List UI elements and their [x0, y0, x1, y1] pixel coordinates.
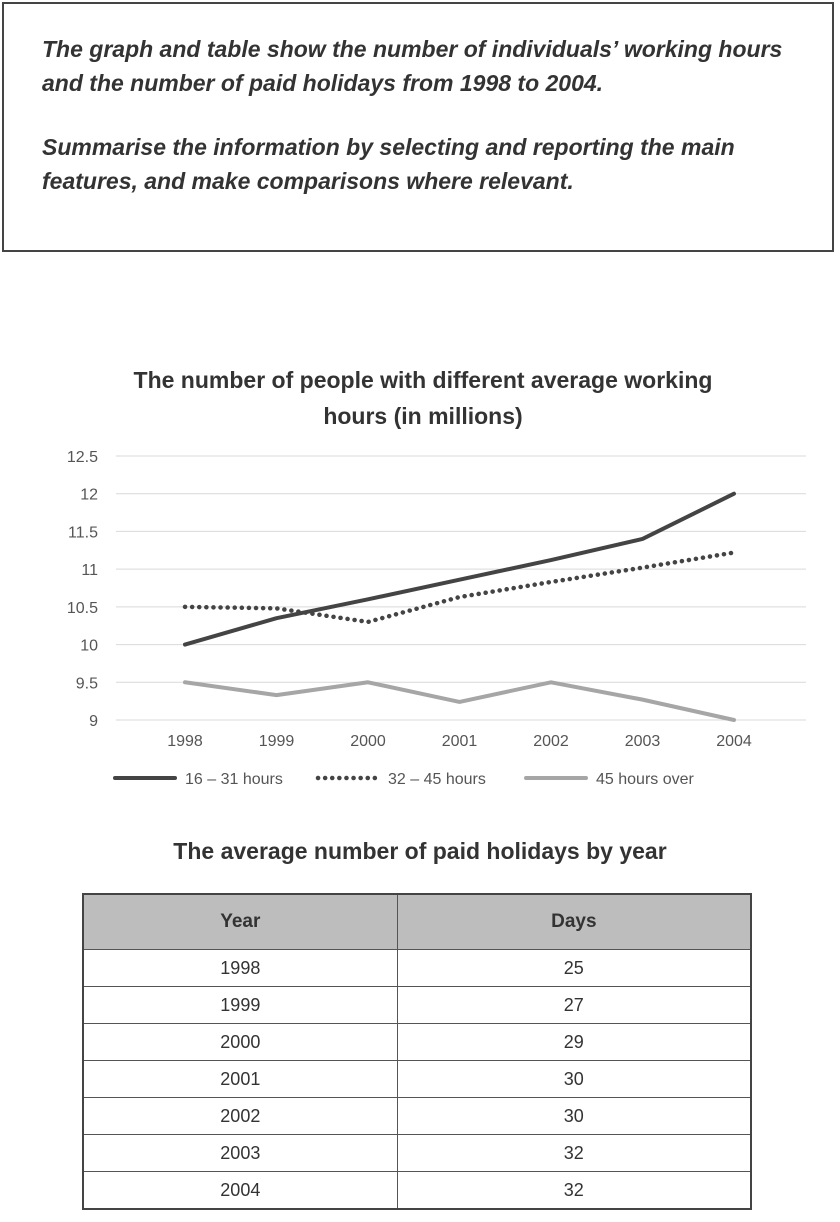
- y-tick-label: 9: [89, 713, 98, 730]
- x-tick-label: 2001: [442, 733, 478, 750]
- y-tick-label: 12.5: [67, 449, 98, 466]
- table-row: 2004 32: [82, 1171, 752, 1210]
- column-header-year: Year: [82, 893, 398, 950]
- days-cell: 32: [396, 1171, 752, 1210]
- x-tick-label: 2002: [533, 733, 569, 750]
- x-tick-label: 2004: [716, 733, 752, 750]
- year-cell: 2000: [82, 1023, 398, 1061]
- y-tick-label: 11: [81, 562, 98, 579]
- series-line-32-45-hours: [182, 550, 737, 625]
- y-tick-label: 12: [80, 487, 98, 504]
- table-row: 1998 25: [82, 949, 752, 987]
- chart-title: The number of people with different aver…: [0, 362, 840, 434]
- holidays-table: Year Days 1998 25 1999 27 2000 29 2001 3…: [82, 893, 752, 1210]
- year-cell: 1998: [82, 949, 398, 987]
- days-cell: 32: [396, 1134, 752, 1172]
- days-cell: 27: [396, 986, 752, 1024]
- days-cell: 29: [396, 1023, 752, 1061]
- chart-legend: 16 – 31 hours 32 – 45 hours 45 hours over: [113, 771, 695, 788]
- year-cell: 2002: [82, 1097, 398, 1135]
- table-row: 2000 29: [82, 1023, 752, 1061]
- y-tick-label: 10: [80, 638, 98, 655]
- table-header-row: Year Days: [82, 893, 752, 950]
- year-cell: 2003: [82, 1134, 398, 1172]
- table-title: The average number of paid holidays by y…: [173, 838, 667, 864]
- chart-series: [182, 491, 737, 722]
- table-row: 2003 32: [82, 1134, 752, 1172]
- days-cell: 25: [396, 949, 752, 987]
- table-row: 2001 30: [82, 1060, 752, 1098]
- days-cell: 30: [396, 1060, 752, 1098]
- y-tick-label: 9.5: [76, 675, 98, 692]
- year-cell: 2004: [82, 1171, 398, 1210]
- chart-title-text: The number of people with different aver…: [133, 367, 713, 429]
- chart-grid: [116, 455, 806, 721]
- task-prompt-box: The graph and table show the number of i…: [2, 2, 834, 252]
- legend-label-16-31-hours: 16 – 31 hours: [185, 771, 283, 788]
- y-tick-label: 10.5: [67, 600, 98, 617]
- column-header-days: Days: [396, 893, 752, 950]
- task-prompt-line1: The graph and table show the number of i…: [42, 36, 783, 96]
- table-row: 1999 27: [82, 986, 752, 1024]
- line-chart: 9 9.5 10 10.5 11 11.5 12 12.5 1998 1999 2000 2001 2…: [67, 449, 806, 788]
- x-tick-label: 2000: [350, 733, 386, 750]
- legend-label-45-hours-over: 45 hours over: [596, 771, 695, 788]
- x-tick-label: 1998: [167, 733, 203, 750]
- year-cell: 1999: [82, 986, 398, 1024]
- x-tick-label: 1999: [259, 733, 295, 750]
- year-cell: 2001: [82, 1060, 398, 1098]
- task-prompt-line2: Summarise the information by selecting a…: [42, 134, 735, 194]
- series-line-16-31-hours: [183, 491, 736, 647]
- y-tick-label: 11.5: [68, 524, 98, 541]
- days-cell: 30: [396, 1097, 752, 1135]
- table-row: 2002 30: [82, 1097, 752, 1135]
- x-tick-label: 2003: [625, 733, 661, 750]
- series-line-45-hours-over: [183, 680, 736, 722]
- x-axis-ticks: 1998 1999 2000 2001 2002 2003 2004: [167, 733, 752, 750]
- legend-label-32-45-hours: 32 – 45 hours: [388, 771, 486, 788]
- y-axis-ticks: 9 9.5 10 10.5 11 11.5 12 12.5: [67, 449, 98, 730]
